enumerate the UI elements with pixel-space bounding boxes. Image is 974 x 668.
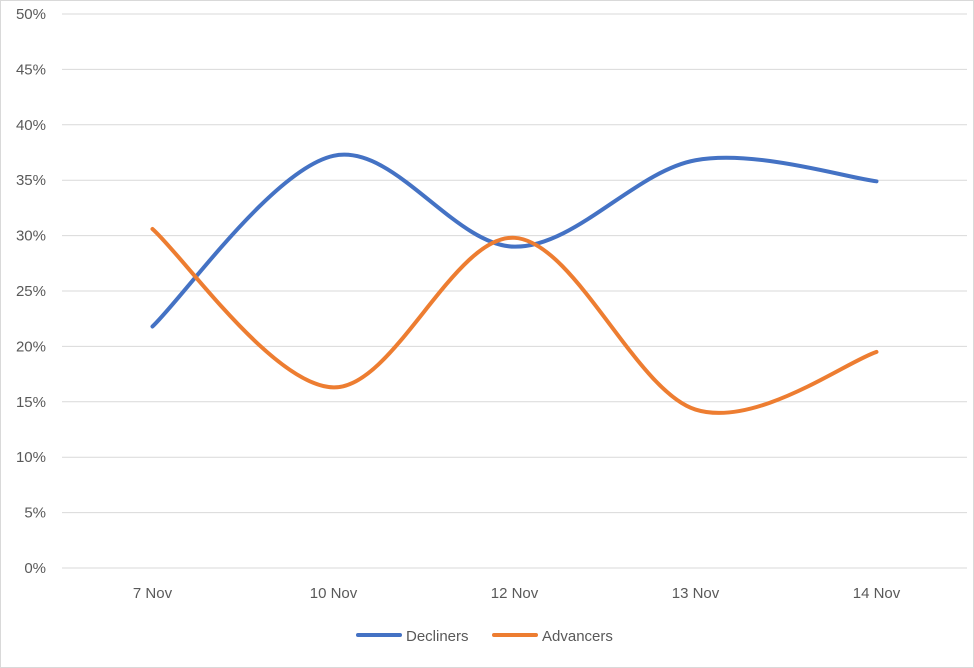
y-tick-label: 30% [16, 228, 46, 245]
y-tick-label: 0% [24, 560, 46, 577]
series-lines [150, 152, 879, 415]
x-tick-label: 14 Nov [853, 585, 901, 602]
x-tick-label: 10 Nov [310, 585, 358, 602]
y-axis-ticks: 0% 5% 10% 15% 20% 25% 30% 35% 40% 45% 50% [16, 6, 46, 577]
y-tick-label: 45% [16, 61, 46, 78]
x-tick-label: 12 Nov [491, 585, 539, 602]
y-tick-label: 15% [16, 394, 46, 411]
y-tick-label: 35% [16, 172, 46, 189]
x-tick-label: 7 Nov [133, 585, 173, 602]
series-line-advancers [150, 226, 879, 415]
gridlines [62, 13, 967, 514]
y-tick-label: 10% [16, 449, 46, 466]
x-tick-label: 13 Nov [672, 585, 720, 602]
legend-label-decliners: Decliners [406, 628, 469, 645]
y-tick-label: 50% [16, 6, 46, 23]
y-tick-label: 40% [16, 117, 46, 134]
legend: Decliners Advancers [356, 628, 613, 645]
x-axis-ticks: 7 Nov 10 Nov 12 Nov 13 Nov 14 Nov [133, 585, 901, 602]
y-tick-label: 20% [16, 338, 46, 355]
y-tick-label: 5% [24, 505, 46, 522]
y-tick-label: 25% [16, 283, 46, 300]
series-line-decliners [150, 152, 879, 329]
legend-label-advancers: Advancers [542, 628, 613, 645]
